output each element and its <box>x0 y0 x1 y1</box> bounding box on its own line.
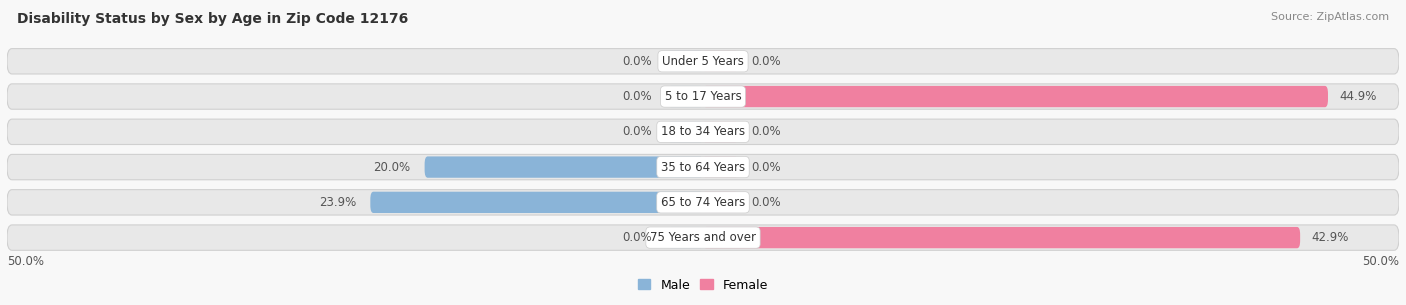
FancyBboxPatch shape <box>703 227 1301 248</box>
Text: Source: ZipAtlas.com: Source: ZipAtlas.com <box>1271 12 1389 22</box>
Text: 18 to 34 Years: 18 to 34 Years <box>661 125 745 138</box>
FancyBboxPatch shape <box>703 121 738 142</box>
Text: 0.0%: 0.0% <box>752 125 782 138</box>
Text: 20.0%: 20.0% <box>374 161 411 174</box>
FancyBboxPatch shape <box>7 154 1399 180</box>
FancyBboxPatch shape <box>668 121 703 142</box>
Text: 50.0%: 50.0% <box>1362 255 1399 268</box>
Text: 0.0%: 0.0% <box>752 161 782 174</box>
Text: 50.0%: 50.0% <box>7 255 44 268</box>
Text: 35 to 64 Years: 35 to 64 Years <box>661 161 745 174</box>
FancyBboxPatch shape <box>7 48 1399 74</box>
FancyBboxPatch shape <box>7 84 1399 109</box>
Text: 0.0%: 0.0% <box>752 55 782 68</box>
Legend: Male, Female: Male, Female <box>633 274 773 297</box>
Text: 42.9%: 42.9% <box>1312 231 1348 244</box>
FancyBboxPatch shape <box>703 51 738 72</box>
Text: 5 to 17 Years: 5 to 17 Years <box>665 90 741 103</box>
Text: 0.0%: 0.0% <box>621 90 651 103</box>
Text: 0.0%: 0.0% <box>621 55 651 68</box>
Text: 75 Years and over: 75 Years and over <box>650 231 756 244</box>
Text: 23.9%: 23.9% <box>319 196 356 209</box>
FancyBboxPatch shape <box>668 51 703 72</box>
FancyBboxPatch shape <box>668 86 703 107</box>
Text: 65 to 74 Years: 65 to 74 Years <box>661 196 745 209</box>
FancyBboxPatch shape <box>7 119 1399 145</box>
Text: Disability Status by Sex by Age in Zip Code 12176: Disability Status by Sex by Age in Zip C… <box>17 12 408 26</box>
FancyBboxPatch shape <box>370 192 703 213</box>
FancyBboxPatch shape <box>425 156 703 178</box>
FancyBboxPatch shape <box>7 190 1399 215</box>
Text: 0.0%: 0.0% <box>752 196 782 209</box>
FancyBboxPatch shape <box>703 192 738 213</box>
Text: Under 5 Years: Under 5 Years <box>662 55 744 68</box>
FancyBboxPatch shape <box>668 227 703 248</box>
FancyBboxPatch shape <box>703 86 1329 107</box>
Text: 0.0%: 0.0% <box>621 125 651 138</box>
FancyBboxPatch shape <box>7 225 1399 250</box>
Text: 0.0%: 0.0% <box>621 231 651 244</box>
FancyBboxPatch shape <box>703 156 738 178</box>
Text: 44.9%: 44.9% <box>1339 90 1376 103</box>
